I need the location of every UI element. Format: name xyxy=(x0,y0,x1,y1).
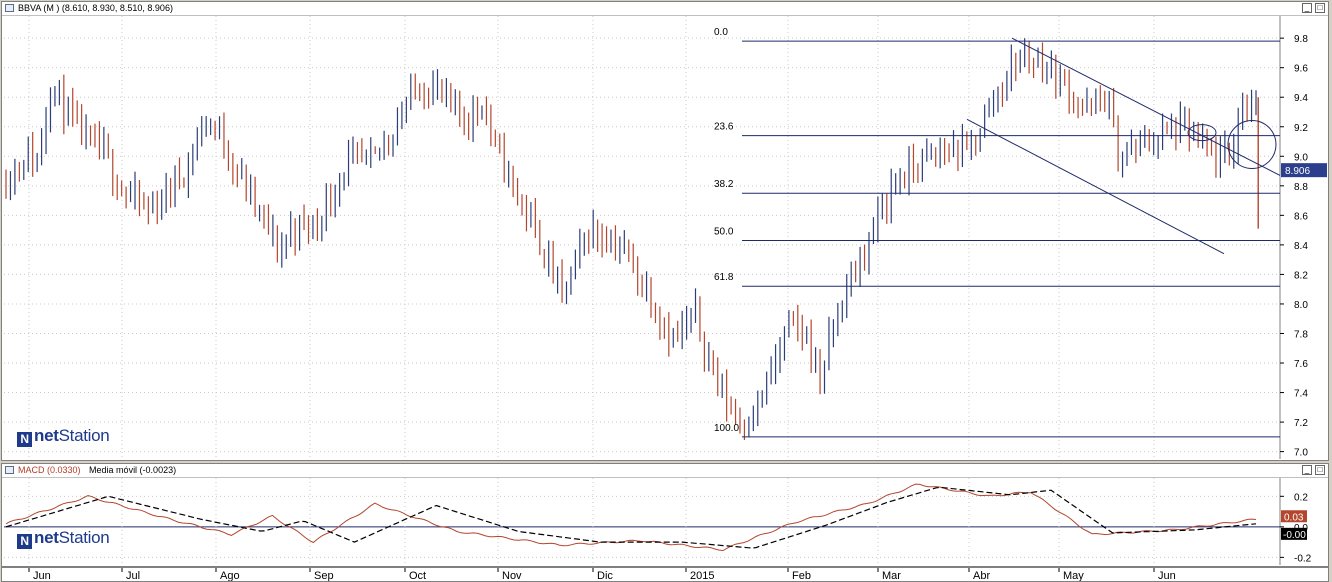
signal-line xyxy=(5,486,1257,549)
y-tick-label: 9.0 xyxy=(1294,152,1308,163)
y-tick-label: 7.6 xyxy=(1294,359,1308,370)
x-tick-label: Jul xyxy=(126,570,140,581)
y-tick-label: -0.2 xyxy=(1294,553,1312,564)
x-tick-label: Dic xyxy=(597,570,613,581)
macd-chart-panel[interactable]: MACD (0.0330) Media móvil (-0.0023) _ □ … xyxy=(1,463,1329,567)
x-tick-label: Abr xyxy=(973,570,990,581)
fib-level-label: 61.8 xyxy=(714,272,734,283)
y-tick-label: 7.8 xyxy=(1294,329,1308,340)
y-tick-label: 7.4 xyxy=(1294,389,1308,400)
fib-level-label: 0.0 xyxy=(714,27,728,38)
y-tick-label: 0.2 xyxy=(1294,492,1308,503)
signal-label: Media móvil (-0.0023) xyxy=(89,465,177,475)
y-tick-label: 7.2 xyxy=(1294,418,1308,429)
last-value-text: 8.906 xyxy=(1285,166,1310,177)
channel-upper-line xyxy=(1011,37,1281,176)
price-panel-title: BBVA (M ) xyxy=(18,3,60,13)
fib-level-label: 23.6 xyxy=(714,122,734,133)
signal-value-text: -0.00 xyxy=(1283,530,1306,541)
maximize-icon[interactable]: □ xyxy=(1315,3,1325,13)
y-tick-label: 9.6 xyxy=(1294,64,1308,75)
annotation-small-ellipse xyxy=(1187,124,1217,142)
minimize-icon[interactable]: _ xyxy=(1302,3,1312,13)
indicator-window-icon xyxy=(5,466,14,474)
ohlc-bars xyxy=(5,38,1259,441)
fib-level-label: 38.2 xyxy=(714,179,734,190)
y-tick-label: 9.8 xyxy=(1294,34,1308,45)
price-chart-panel[interactable]: BBVA (M ) (8.610, 8.930, 8.510, 8.906) _… xyxy=(1,1,1329,461)
channel-lower-line xyxy=(966,118,1225,255)
chart-window-icon xyxy=(5,4,14,12)
x-tick-label: Nov xyxy=(502,570,522,581)
x-tick-label: 2015 xyxy=(690,570,714,581)
y-tick-label: 8.6 xyxy=(1294,211,1308,222)
macd-chart[interactable]: 0.20.0-0.20.03-0.00 xyxy=(2,464,1328,566)
netstation-logo-icon: N xyxy=(17,432,32,447)
x-tick-label: Oct xyxy=(409,570,426,581)
y-tick-label: 8.4 xyxy=(1294,241,1308,252)
x-tick-label: Mar xyxy=(882,570,901,581)
y-tick-label: 8.2 xyxy=(1294,270,1308,281)
x-tick-label: Sep xyxy=(314,570,334,581)
fib-level-label: 100.0 xyxy=(714,423,739,434)
y-tick-label: 8.8 xyxy=(1294,182,1308,193)
netstation-logo-icon: N xyxy=(17,534,32,549)
x-tick-label: Feb xyxy=(792,570,811,581)
x-tick-label: Jun xyxy=(1158,570,1176,581)
y-tick-label: 7.0 xyxy=(1294,448,1308,459)
price-ohlc-chart[interactable]: 7.0 7.2 7.4 7.6 7.8 8.0 8.2 8.4 8.6 8.8 9.0 9.2 9.4 9… xyxy=(2,2,1328,460)
macd-panel-titlebar: MACD (0.0330) Media móvil (-0.0023) _ □ xyxy=(2,464,1328,478)
y-tick-label: 9.4 xyxy=(1294,93,1308,104)
signal-value-badge xyxy=(1281,527,1307,540)
ohlc-readout: (8.610, 8.930, 8.510, 8.906) xyxy=(61,3,173,13)
time-axis: Jun Jul Ago Sep Oct Nov Dic 2015 Feb Mar Abr May Jun xyxy=(1,567,1329,582)
macd-value-badge xyxy=(1281,510,1307,523)
y-tick-label: 8.0 xyxy=(1294,300,1308,311)
y-tick-label: 9.2 xyxy=(1294,123,1308,134)
maximize-icon[interactable]: □ xyxy=(1315,465,1325,475)
macd-line xyxy=(5,483,1257,552)
x-tick-label: Ago xyxy=(220,570,240,581)
price-panel-titlebar: BBVA (M ) (8.610, 8.930, 8.510, 8.906) _… xyxy=(2,2,1328,16)
macd-label: MACD (0.0330) xyxy=(18,465,81,475)
time-axis-labels: Jun Jul Ago Sep Oct Nov Dic 2015 Feb Mar Abr May Jun xyxy=(28,568,1176,581)
annotation-circle xyxy=(1227,119,1277,169)
last-value-badge xyxy=(1281,163,1327,178)
x-tick-label: Jun xyxy=(33,570,51,581)
fib-level-label: 50.0 xyxy=(714,226,734,237)
macd-value-text: 0.03 xyxy=(1284,512,1304,523)
x-tick-label: May xyxy=(1063,570,1084,581)
minimize-icon[interactable]: _ xyxy=(1302,465,1312,475)
